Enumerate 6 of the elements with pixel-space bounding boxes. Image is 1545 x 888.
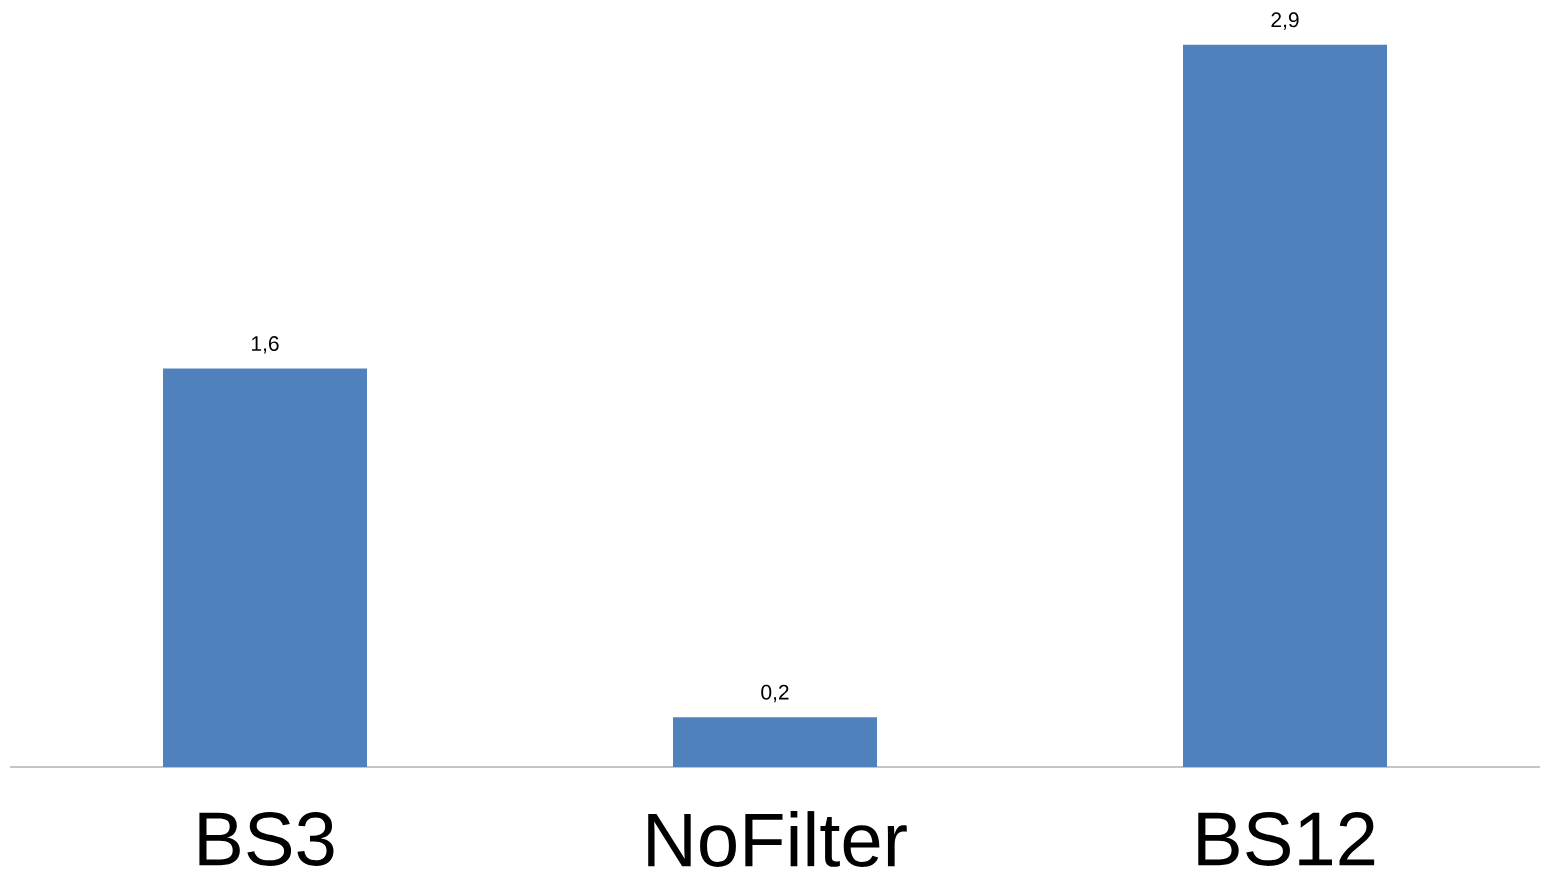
x-tick-label: BS12 [1198,812,1375,866]
data-label: 0,2 [761,684,789,703]
data-label: 1,6 [252,336,279,354]
x-tick-label: NoFilter [648,811,907,867]
data-label: 2,9 [1271,12,1299,30]
x-tick-label: BS3 [199,812,334,866]
